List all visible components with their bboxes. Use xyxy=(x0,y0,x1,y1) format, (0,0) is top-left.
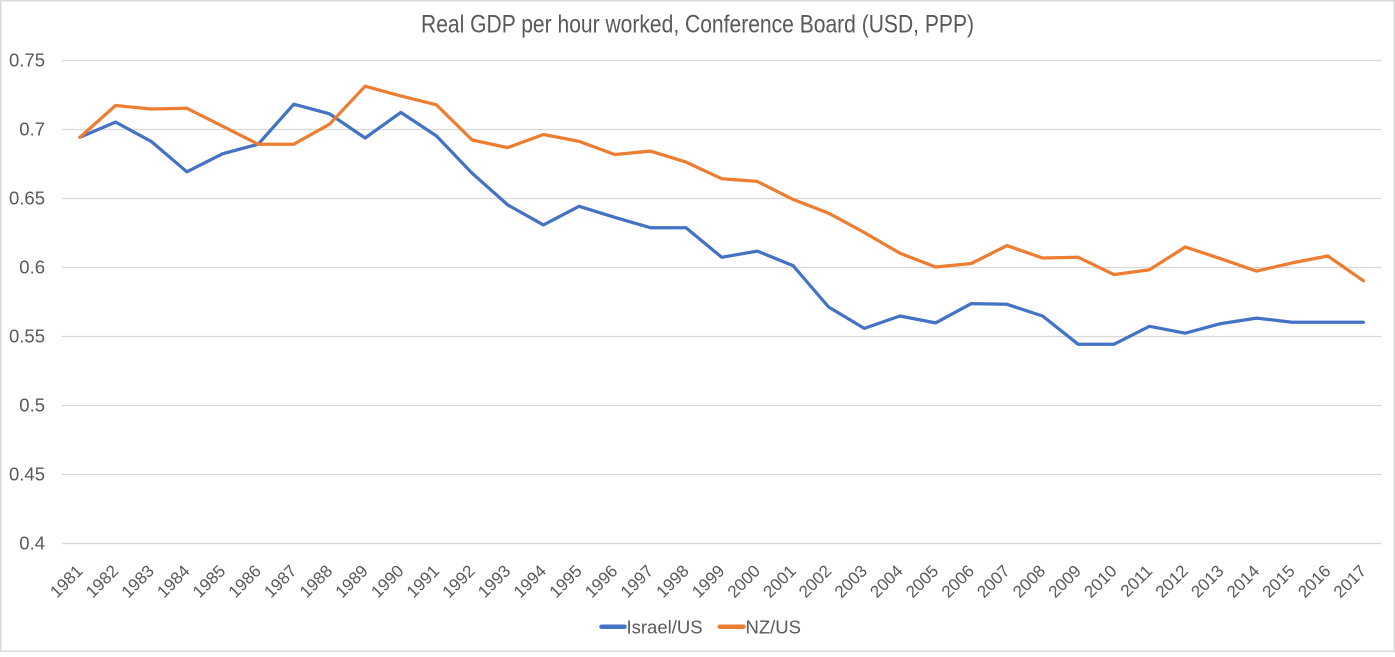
svg-text:0.4: 0.4 xyxy=(19,532,45,553)
svg-text:0.55: 0.55 xyxy=(9,325,45,346)
svg-text:0.65: 0.65 xyxy=(9,187,45,208)
svg-text:Israel/US: Israel/US xyxy=(627,617,703,638)
svg-text:0.6: 0.6 xyxy=(19,256,45,277)
svg-text:0.75: 0.75 xyxy=(9,49,45,70)
svg-text:0.45: 0.45 xyxy=(9,463,45,484)
svg-text:0.7: 0.7 xyxy=(19,118,45,139)
svg-text:NZ/US: NZ/US xyxy=(746,617,802,638)
svg-text:Real GDP per hour worked, Conf: Real GDP per hour worked, Conference Boa… xyxy=(421,11,974,39)
svg-text:0.5: 0.5 xyxy=(19,394,45,415)
